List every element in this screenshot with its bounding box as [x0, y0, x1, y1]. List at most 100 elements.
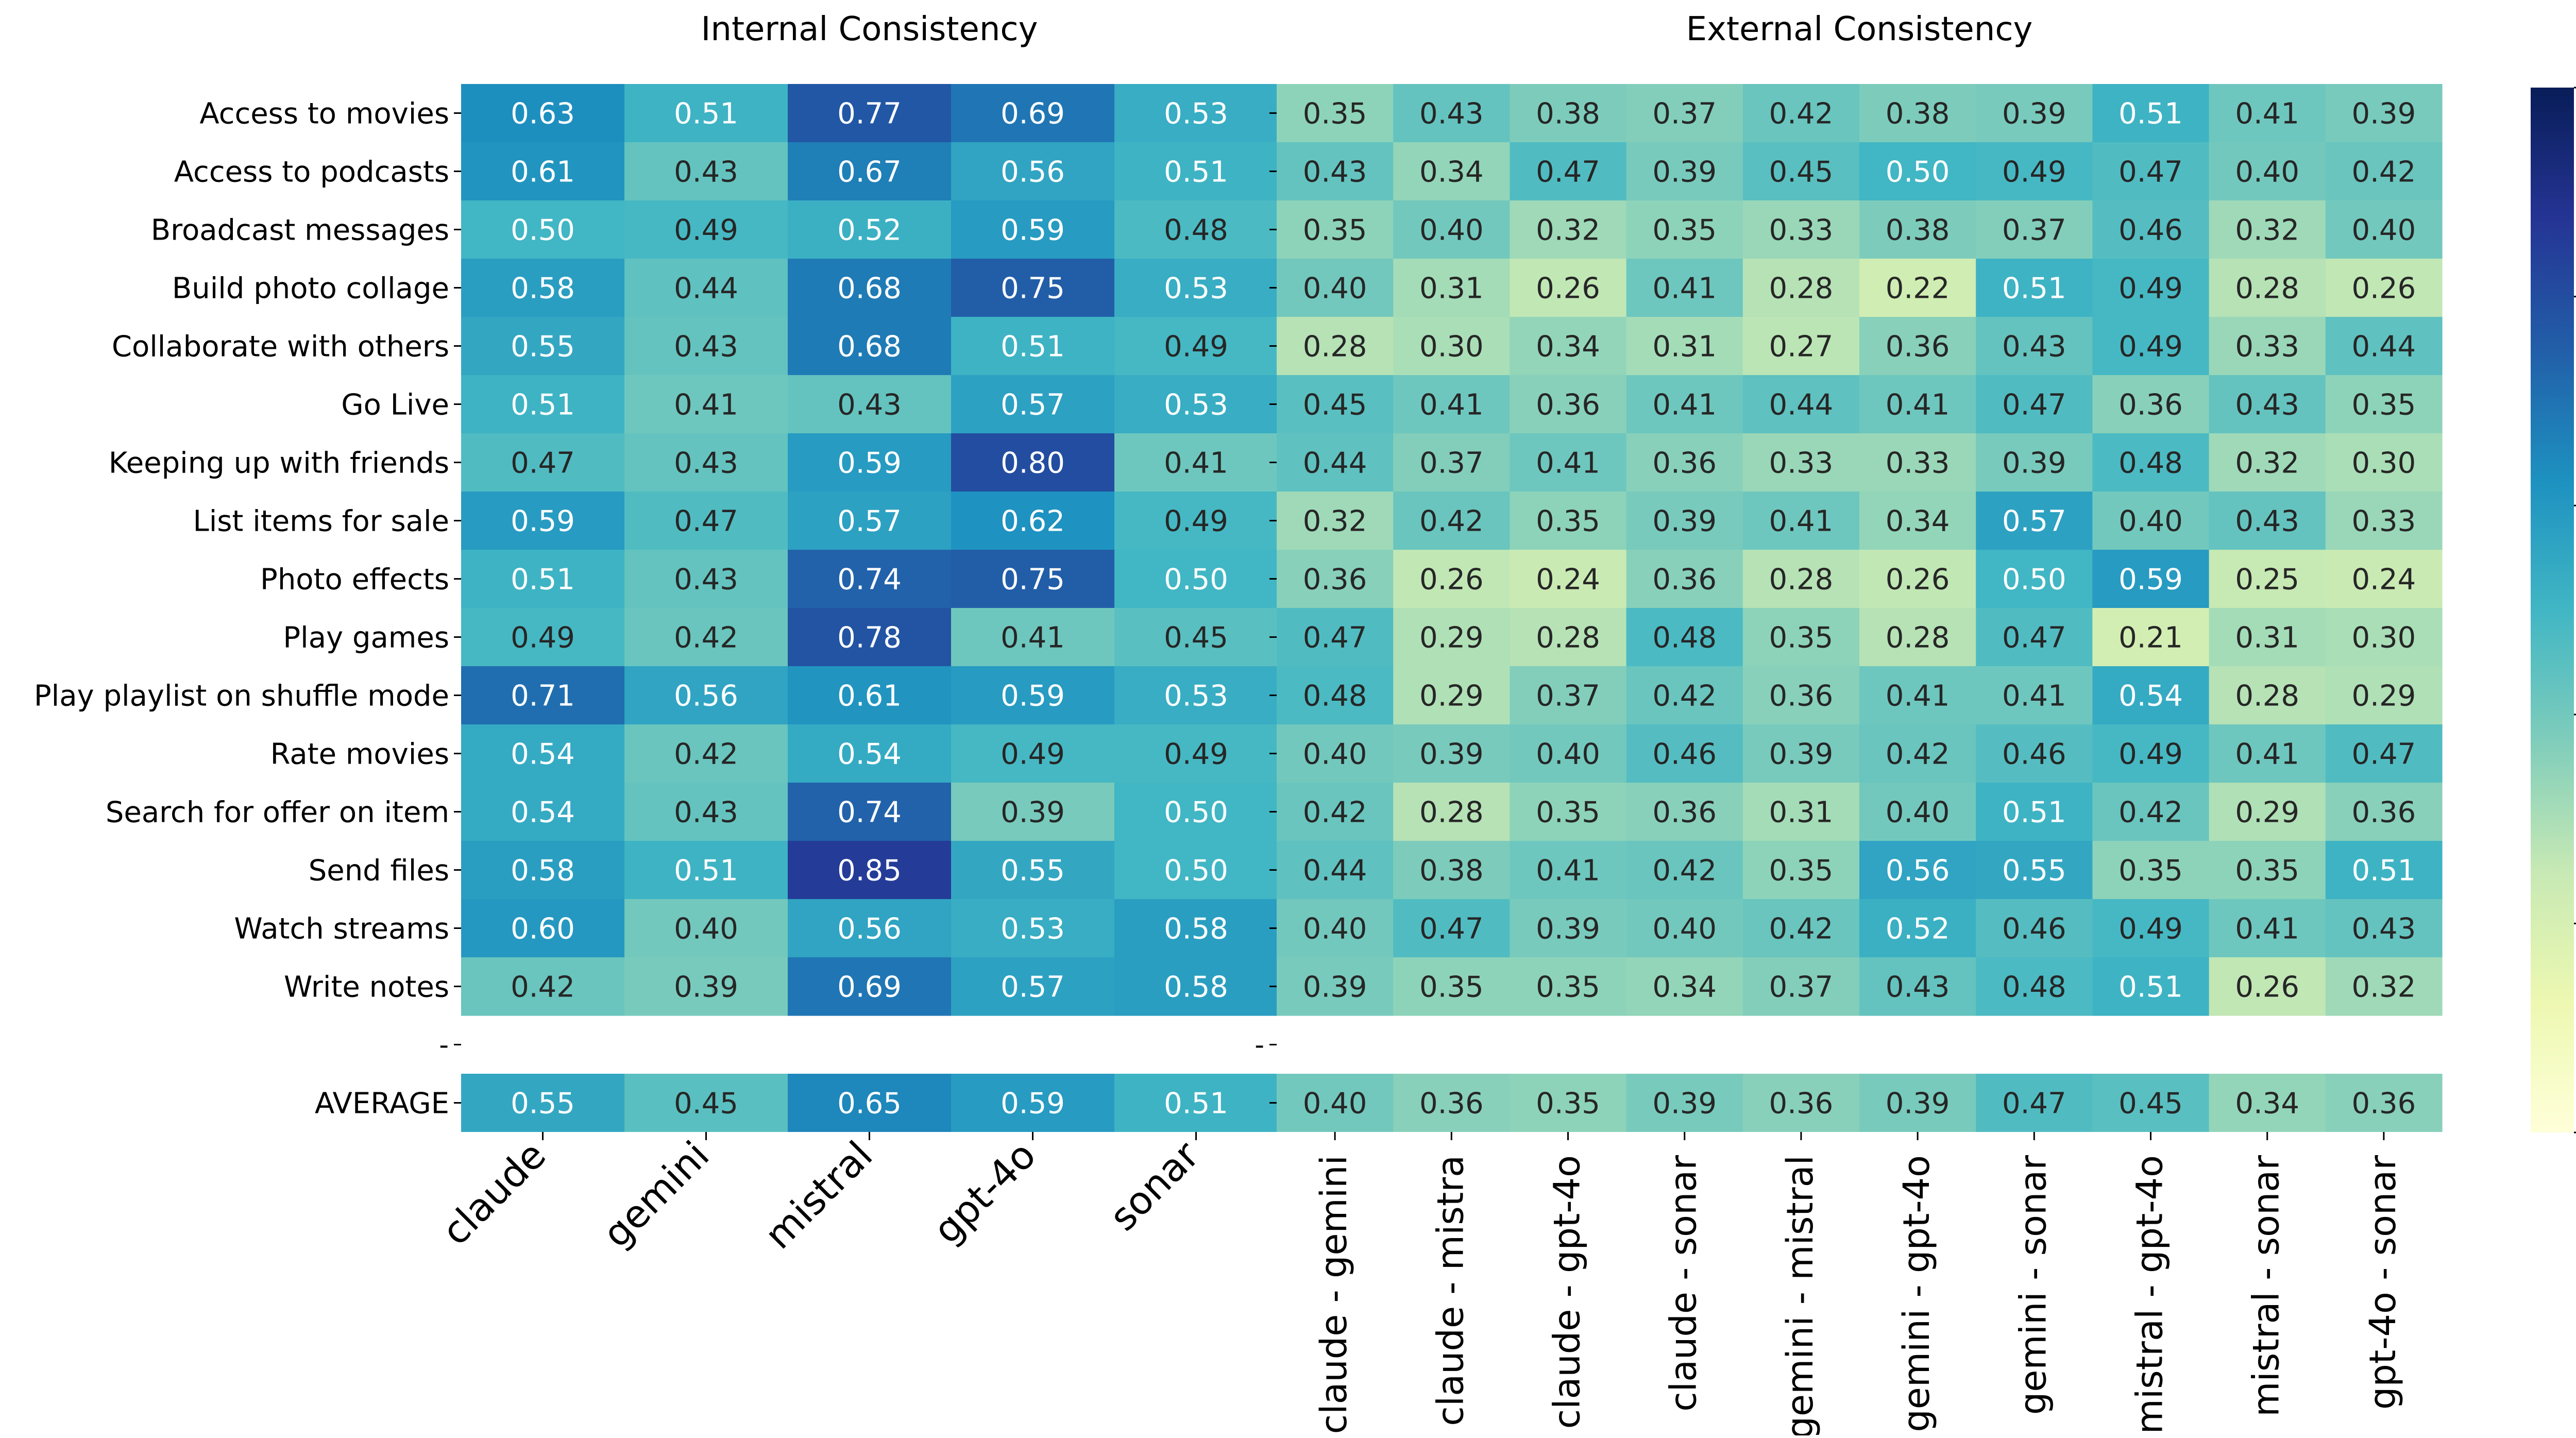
average-cell	[1114, 1074, 1278, 1132]
heatmap-cell	[1859, 375, 1976, 434]
heatmap-cell	[1742, 200, 1860, 259]
heatmap-cell	[1976, 492, 2093, 550]
heatmap-cell	[1277, 550, 1394, 608]
heatmap-cell	[1114, 550, 1278, 608]
cell-value-label: 0.41	[1164, 447, 1228, 480]
heatmap-cell	[1114, 433, 1278, 492]
average-value-label: 0.51	[1164, 1087, 1228, 1121]
average-value-label: 0.34	[2235, 1087, 2299, 1121]
cell-value-label: 0.32	[2352, 971, 2416, 1004]
heatmap-cell	[1114, 783, 1278, 841]
cell-value-label: 0.44	[1769, 388, 1834, 422]
row-label: Send files	[309, 854, 449, 888]
heatmap-cell	[1277, 957, 1394, 1016]
cell-value-label: 0.41	[2235, 912, 2299, 946]
cell-value-label: 0.51	[511, 388, 575, 422]
cell-value-label: 0.30	[1419, 330, 1484, 364]
cell-value-label: 0.51	[2002, 272, 2066, 306]
cell-value-label: 0.36	[1536, 388, 1600, 422]
cell-value-label: 0.62	[1001, 505, 1065, 538]
heatmap-cell	[951, 550, 1115, 608]
x-tick-label: gemini	[595, 1133, 718, 1256]
heatmap-cell	[2209, 433, 2326, 492]
cell-value-label: 0.57	[837, 505, 902, 538]
cell-value-label: 0.28	[1419, 796, 1484, 830]
heatmap-cell	[1277, 666, 1394, 725]
heatmap-cell	[1742, 317, 1860, 376]
cell-value-label: 0.43	[837, 388, 902, 422]
cell-value-label: 0.43	[674, 156, 738, 189]
cell-value-label: 0.41	[2235, 97, 2299, 131]
heatmap-cell	[2209, 724, 2326, 783]
heatmap-cell	[1626, 84, 1743, 143]
cell-value-label: 0.28	[1886, 621, 1950, 655]
heatmap-cell	[1859, 608, 1976, 667]
cell-value-label: 0.56	[837, 912, 902, 946]
heatmap-cell	[461, 724, 625, 783]
heatmap-cell	[1510, 492, 1627, 550]
cell-value-label: 0.47	[2352, 738, 2416, 771]
heatmap-cell	[788, 724, 952, 783]
heatmap-cell	[1626, 608, 1743, 667]
cell-value-label: 0.55	[2002, 854, 2066, 888]
x-tick-label: mistral - gpt-4o	[2129, 1155, 2171, 1434]
cell-value-label: 0.56	[1001, 156, 1065, 189]
heatmap-cell	[1742, 492, 1860, 550]
cell-value-label: 0.37	[1652, 97, 1717, 131]
average-cell	[461, 1074, 625, 1132]
heatmap-cell	[624, 841, 788, 900]
heatmap-cell	[951, 724, 1115, 783]
cell-value-label: 0.39	[2002, 447, 2066, 480]
heatmap-cell	[2092, 200, 2210, 259]
heatmap-cell	[1626, 200, 1743, 259]
heatmap-cell	[1859, 84, 1976, 143]
heatmap-cell	[1277, 259, 1394, 317]
colorbar	[2531, 88, 2574, 1132]
cell-value-label: 0.28	[1769, 272, 1834, 306]
cell-value-label: 0.74	[837, 563, 902, 597]
heatmap-cell	[2092, 492, 2210, 550]
cell-value-label: 0.61	[837, 680, 902, 713]
cell-value-label: 0.25	[2235, 563, 2299, 597]
cell-value-label: 0.77	[837, 97, 902, 131]
cell-value-label: 0.26	[1536, 272, 1600, 306]
heatmap-cell	[624, 783, 788, 841]
heatmap-cell	[2209, 84, 2326, 143]
cell-value-label: 0.41	[1536, 447, 1600, 480]
heatmap-cell	[951, 841, 1115, 900]
cell-value-label: 0.21	[2119, 621, 2183, 655]
heatmap-cell	[1626, 433, 1743, 492]
cell-value-label: 0.36	[2352, 796, 2416, 830]
heatmap-cell	[1626, 957, 1743, 1016]
heatmap-cell	[1114, 492, 1278, 550]
heatmap-cell	[2092, 899, 2210, 958]
heatmap-cell	[2092, 666, 2210, 725]
heatmap-cell	[624, 259, 788, 317]
heatmap-cell	[2092, 259, 2210, 317]
cell-value-label: 0.41	[1769, 505, 1834, 538]
heatmap-cell	[1510, 899, 1627, 958]
heatmap-cell	[624, 899, 788, 958]
cell-value-label: 0.53	[1164, 272, 1228, 306]
heatmap-cell	[2325, 899, 2443, 958]
heatmap-cell	[2325, 84, 2443, 143]
cell-value-label: 0.30	[2352, 447, 2416, 480]
cell-value-label: 0.31	[2235, 621, 2299, 655]
heatmap-cell	[1976, 84, 2093, 143]
heatmap-cell	[1510, 433, 1627, 492]
cell-value-label: 0.27	[1769, 330, 1834, 364]
heatmap-cell	[1742, 666, 1860, 725]
heatmap-cell	[1393, 724, 1510, 783]
heatmap-cell	[2092, 608, 2210, 667]
heatmap-cell	[1277, 84, 1394, 143]
heatmap-cell	[1277, 433, 1394, 492]
heatmap-cell	[1510, 550, 1627, 608]
external-consistency-title: External Consistency	[1686, 10, 2033, 48]
cell-value-label: 0.40	[1303, 272, 1367, 306]
row-label: Play games	[283, 621, 449, 655]
cell-value-label: 0.39	[1652, 505, 1717, 538]
cell-value-label: 0.39	[1419, 738, 1484, 771]
heatmap-cell	[1277, 492, 1394, 550]
heatmap-cell	[951, 608, 1115, 667]
heatmap-cell	[1742, 259, 1860, 317]
